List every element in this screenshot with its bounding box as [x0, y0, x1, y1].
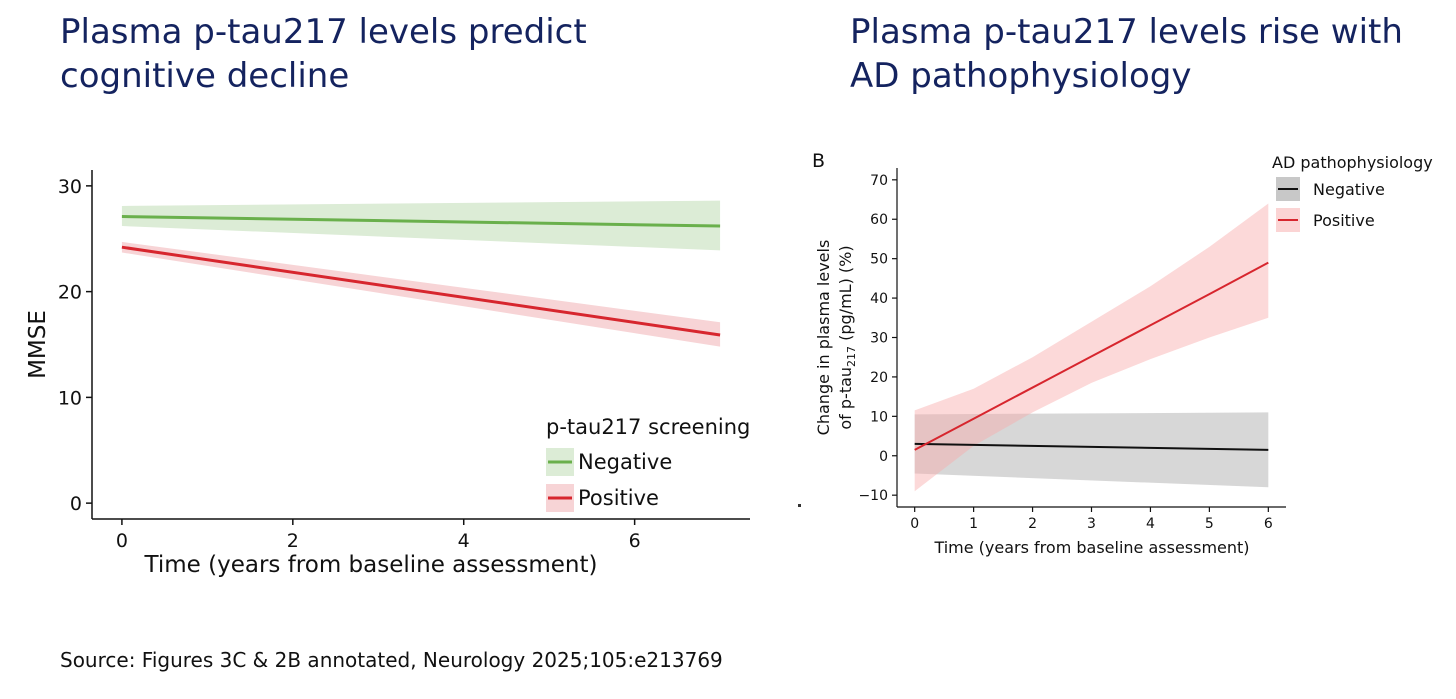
x-tick-label: 0 [910, 516, 919, 532]
x-tick-label: 3 [1087, 516, 1096, 532]
legend-label-positive: Positive [1313, 211, 1375, 230]
y-axis-label-part: (pg/mL) (%) [836, 245, 855, 346]
ci-band-negative [914, 412, 1269, 488]
x-tick-label: 6 [629, 530, 641, 552]
y-tick-label: 0 [70, 493, 82, 515]
x-axis-label: Time (years from baseline assessment) [144, 552, 598, 578]
x-tick-label: 2 [1028, 516, 1037, 532]
legend-label-negative: Negative [578, 450, 672, 474]
y-axis-label-line1: Change in plasma levels [814, 240, 833, 436]
y-tick-label: 50 [870, 252, 888, 268]
y-axis-label-part: of p-tau [836, 367, 855, 430]
y-tick-label: 60 [870, 212, 888, 228]
legend-label-negative: Negative [1313, 180, 1385, 199]
y-tick-label: 10 [870, 409, 888, 425]
y-axis-label-subscript: 217 [845, 346, 858, 367]
y-tick-label: −10 [858, 488, 888, 504]
mmse-chart: 0 2 4 6 0 10 20 30 Time (years from baseline ass… [25, 170, 750, 578]
y-tick-label: 20 [58, 282, 82, 304]
y-tick-label: 40 [870, 291, 888, 307]
ci-band-positive [914, 203, 1269, 492]
y-axis-label-line2: of p-tau217 (pg/mL) (%) [836, 245, 858, 429]
legend-label-positive: Positive [578, 486, 659, 510]
left-chart-heading: Plasma p-tau217 levels predict cognitive… [60, 12, 587, 96]
y-tick-label: 30 [58, 176, 82, 198]
x-tick-label: 2 [287, 530, 299, 552]
y-tick-label: 20 [870, 370, 888, 386]
panel-label: B [812, 150, 825, 172]
source-citation: Source: Figures 3C & 2B annotated, Neuro… [60, 648, 723, 672]
x-tick-label: 6 [1264, 516, 1273, 532]
right-chart-heading: Plasma p-tau217 levels rise with AD path… [850, 12, 1403, 96]
y-tick-label: 30 [870, 331, 888, 347]
y-tick-label: 10 [58, 387, 82, 409]
x-tick-label: 4 [458, 530, 470, 552]
series-line-negative [121, 215, 721, 228]
ptau-change-chart: 0 1 2 3 4 5 6 −10 0 10 20 30 40 50 60 70 B Time (years fr… [812, 150, 1433, 557]
legend-title: AD pathophysiology [1272, 153, 1433, 172]
y-axis-label: MMSE [25, 310, 51, 379]
series-line-negative [914, 442, 1269, 451]
y-tick-label: 70 [870, 173, 888, 189]
x-tick-label: 5 [1205, 516, 1214, 532]
x-tick-label: 0 [116, 530, 128, 552]
x-axis-label: Time (years from baseline assessment) [933, 538, 1249, 557]
y-tick-label: 0 [879, 449, 888, 465]
x-tick-label: 1 [969, 516, 978, 532]
stray-dot [798, 504, 801, 507]
ci-band-negative [121, 200, 721, 251]
series-line-positive [121, 245, 721, 337]
series-line-positive [914, 261, 1269, 451]
x-tick-label: 4 [1146, 516, 1155, 532]
legend-title: p-tau217 screening [546, 415, 750, 439]
